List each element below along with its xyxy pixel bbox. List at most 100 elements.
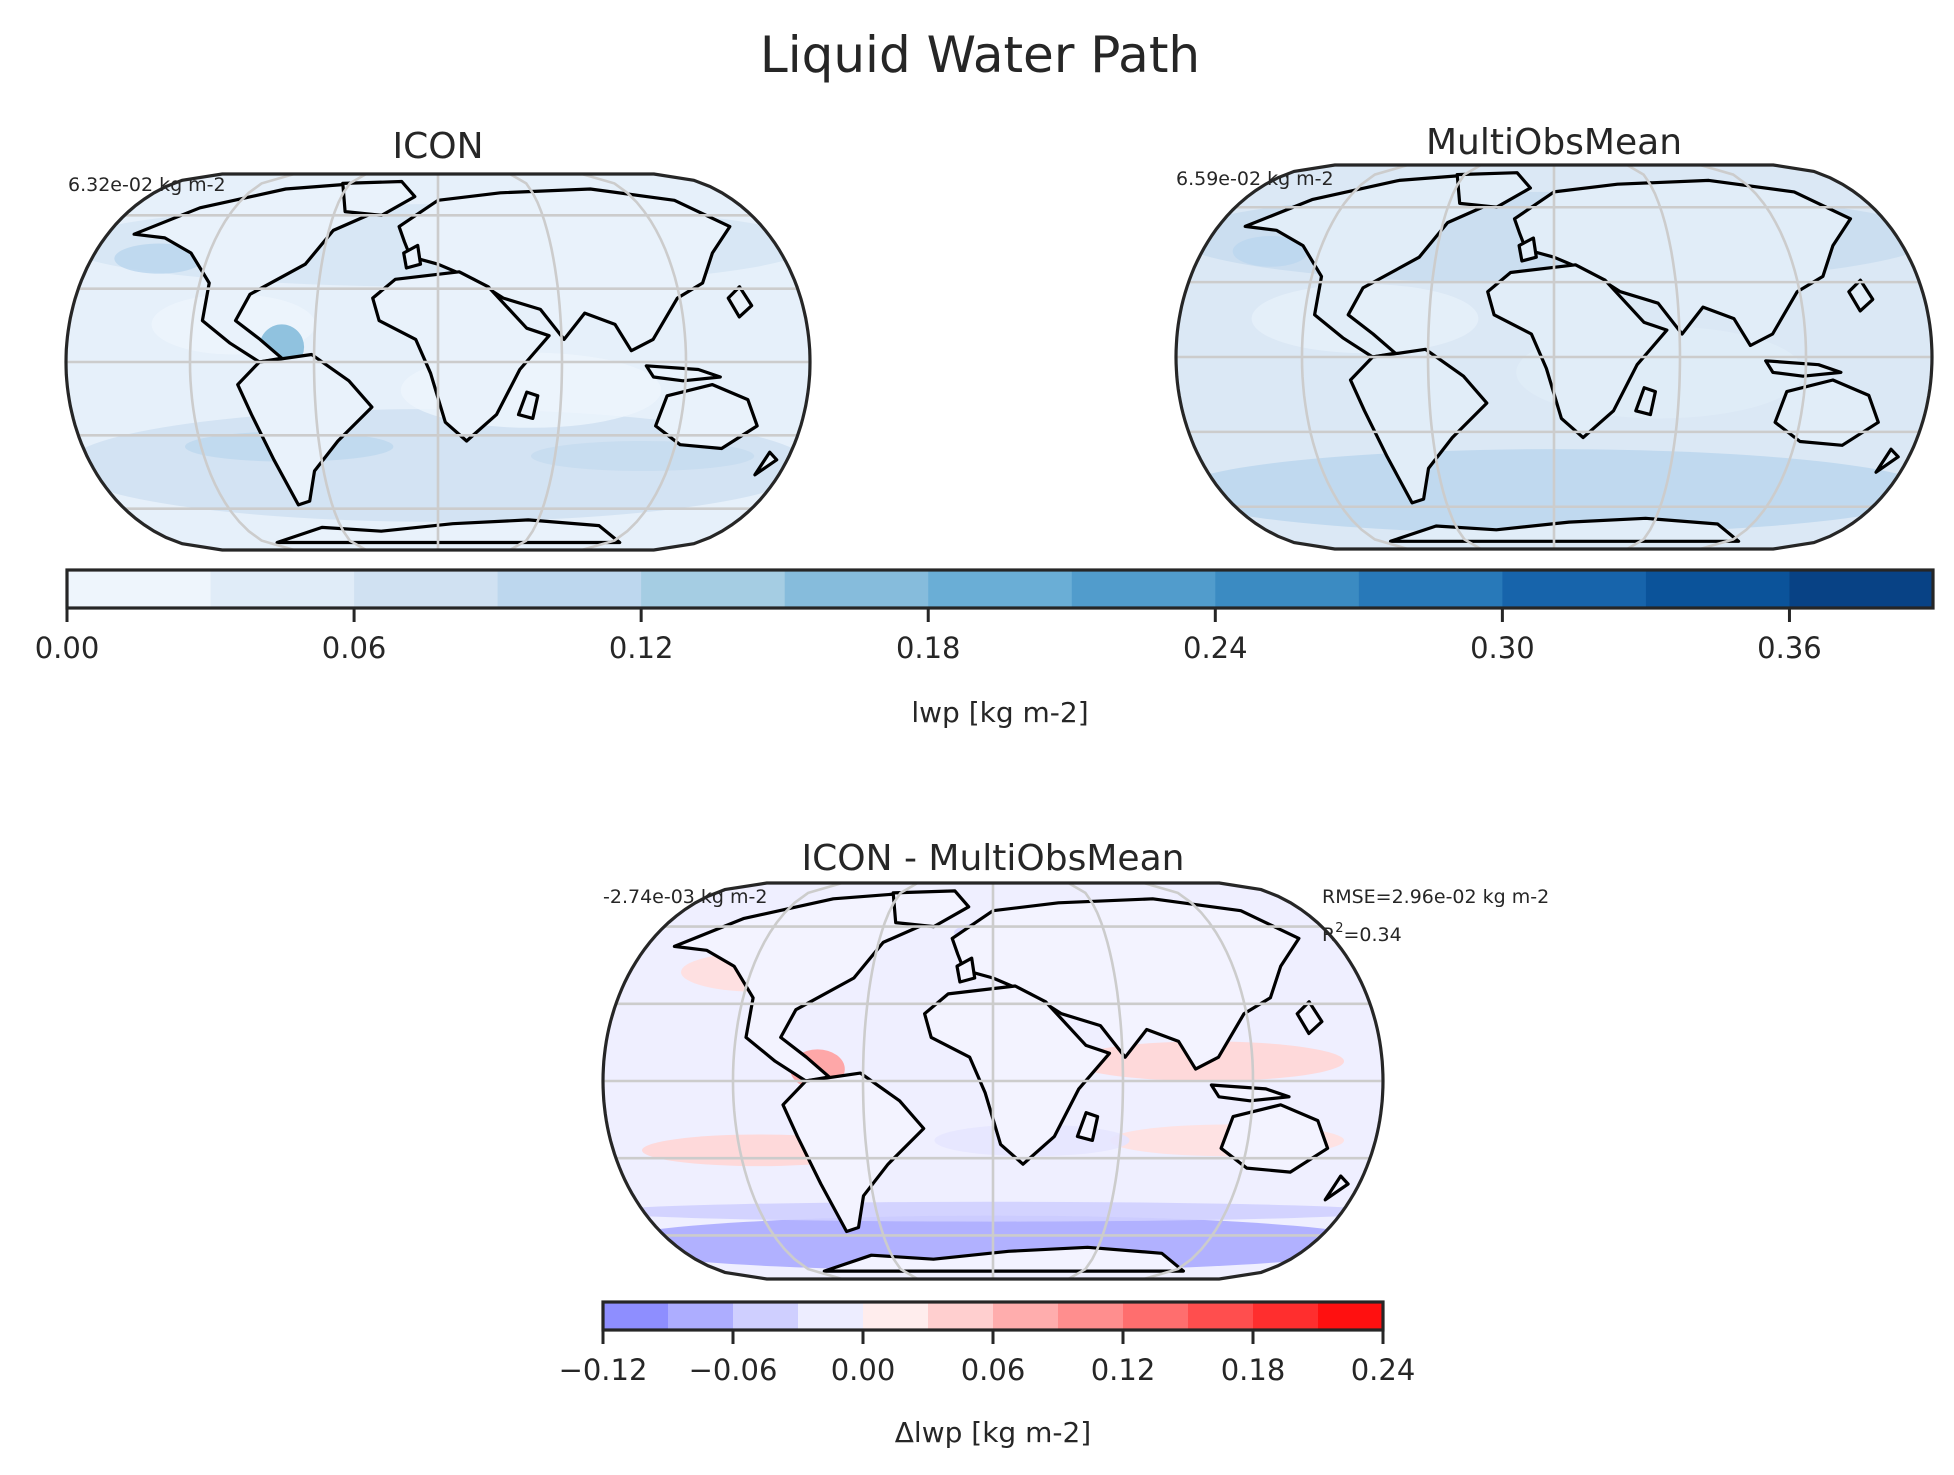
coastline (1455, 171, 1533, 209)
map-frame (1174, 163, 1934, 551)
coastline (1486, 263, 1669, 440)
graticule-meridian (1300, 165, 1409, 549)
coastline (1773, 378, 1880, 447)
map-field-region (1232, 236, 1309, 267)
colorbar-segment (668, 1302, 734, 1330)
map-difference (601, 881, 1385, 1281)
colorbar-tick-label: 0.00 (35, 631, 100, 665)
colorbar-segment (1318, 1302, 1384, 1330)
graticule-meridian (1067, 883, 1125, 1279)
colorbar-segment (67, 570, 212, 608)
map-icon-title: ICON (392, 126, 483, 167)
r2-superscript: 2 (1335, 921, 1343, 936)
colorbar-segment (210, 570, 355, 608)
colorbar-tick-label: 0.18 (1221, 1353, 1286, 1387)
map-difference-r2: R2=0.34 (1322, 921, 1402, 946)
colorbar-segment (354, 570, 499, 608)
colorbar-segment (733, 1302, 799, 1330)
colorbar-segment (1058, 1302, 1124, 1330)
coastline (1512, 178, 1853, 348)
graticule-meridian (581, 174, 688, 550)
coastline (1295, 1000, 1324, 1036)
coastline (1847, 278, 1875, 313)
colorbar-tick-label: −0.12 (559, 1353, 648, 1387)
map-multiobsmean-title: MultiObsMean (1426, 122, 1682, 163)
colorbar-segment (1188, 1302, 1254, 1330)
colorbar-segment (1789, 570, 1934, 608)
map-field-region (1251, 284, 1479, 354)
coastline (950, 897, 1301, 1071)
coastline (644, 364, 722, 383)
coastline (781, 1071, 926, 1234)
colorbar-segment (1071, 570, 1216, 608)
colorbar-tick-label: 0.24 (1183, 631, 1248, 665)
map-multiobsmean-mean-annotation: 6.59e-02 kg m-2 (1176, 168, 1334, 190)
colorbar-segment (1358, 570, 1503, 608)
map-multiobsmean (1174, 163, 1934, 551)
map-frame (64, 172, 812, 552)
map-field-region (114, 243, 204, 274)
colorbar-frame (65, 568, 1935, 610)
coastline (1219, 1103, 1330, 1174)
graticule-meridian (1626, 165, 1682, 549)
coastline (922, 984, 1112, 1166)
colorbar-dlwp-label: Δlwp [kg m-2] (895, 1416, 1091, 1449)
graticule-meridian (509, 174, 564, 550)
coastline (516, 390, 540, 420)
coastline (1348, 347, 1489, 505)
coastline (1634, 386, 1658, 417)
colorbar-segment (798, 1302, 864, 1330)
colorbar-tick-label: 0.06 (961, 1353, 1026, 1387)
graticule-meridian (1143, 883, 1255, 1279)
colorbar-segment (497, 570, 642, 608)
colorbar-lwp-label: lwp [kg m-2] (911, 696, 1088, 729)
coastline (371, 270, 551, 443)
graticule-meridian (188, 174, 295, 550)
colorbar-segment (993, 1302, 1059, 1330)
coastline (726, 285, 754, 319)
map-frame (601, 881, 1385, 1281)
coastline (341, 179, 417, 217)
colorbar-tick-label: 0.30 (1470, 631, 1535, 665)
colorbar-tick-label: 0.12 (609, 631, 674, 665)
graticule-meridian (312, 174, 367, 550)
coastline (1517, 236, 1538, 263)
map-difference-rmse: RMSE=2.96e-02 kg m-2 (1322, 886, 1549, 908)
coastline (653, 383, 759, 451)
coastline (397, 187, 732, 353)
colorbar-segment (928, 570, 1073, 608)
colorbar-tick-label: 0.00 (831, 1353, 896, 1387)
coastline (753, 450, 779, 477)
colorbar-dlwp: −0.12 −0.06 0.00 0.06 0.12 0.18 0.24 (559, 1300, 1416, 1387)
colorbar-tick-label: 0.06 (322, 631, 387, 665)
graticule-meridian (731, 883, 843, 1279)
graticule-meridian (861, 883, 919, 1279)
r2-value: =0.34 (1343, 924, 1401, 946)
colorbar-segment (1502, 570, 1647, 608)
graticule-meridian (1699, 165, 1808, 549)
colorbar-segment (1253, 1302, 1319, 1330)
colorbar-segment (1645, 570, 1790, 608)
coastline (1075, 1111, 1100, 1143)
figure-title: Liquid Water Path (760, 26, 1200, 84)
colorbar-segment (641, 570, 786, 608)
colorbar-segment (784, 570, 929, 608)
coastline (402, 243, 423, 270)
map-icon (64, 172, 812, 552)
map-field-region (531, 440, 755, 472)
map-difference-title: ICON - MultiObsMean (802, 838, 1185, 879)
colorbar-lwp: 0.00 0.06 0.12 0.18 0.24 0.30 0.36 (35, 568, 1935, 665)
colorbar-tick-label: −0.06 (689, 1353, 778, 1387)
coastline (955, 956, 977, 984)
coastline (236, 352, 374, 507)
colorbar-segment (1123, 1302, 1189, 1330)
colorbar-tick-label: 0.24 (1351, 1353, 1416, 1387)
map-icon-mean-annotation: 6.32e-02 kg m-2 (68, 174, 226, 196)
coastline (1323, 1174, 1350, 1202)
colorbar-segment (928, 1302, 994, 1330)
coastline (1764, 359, 1843, 378)
colorbar-segment (603, 1302, 669, 1330)
colorbar-tick-label: 0.12 (1091, 1353, 1156, 1387)
colorbar-segment (863, 1302, 929, 1330)
